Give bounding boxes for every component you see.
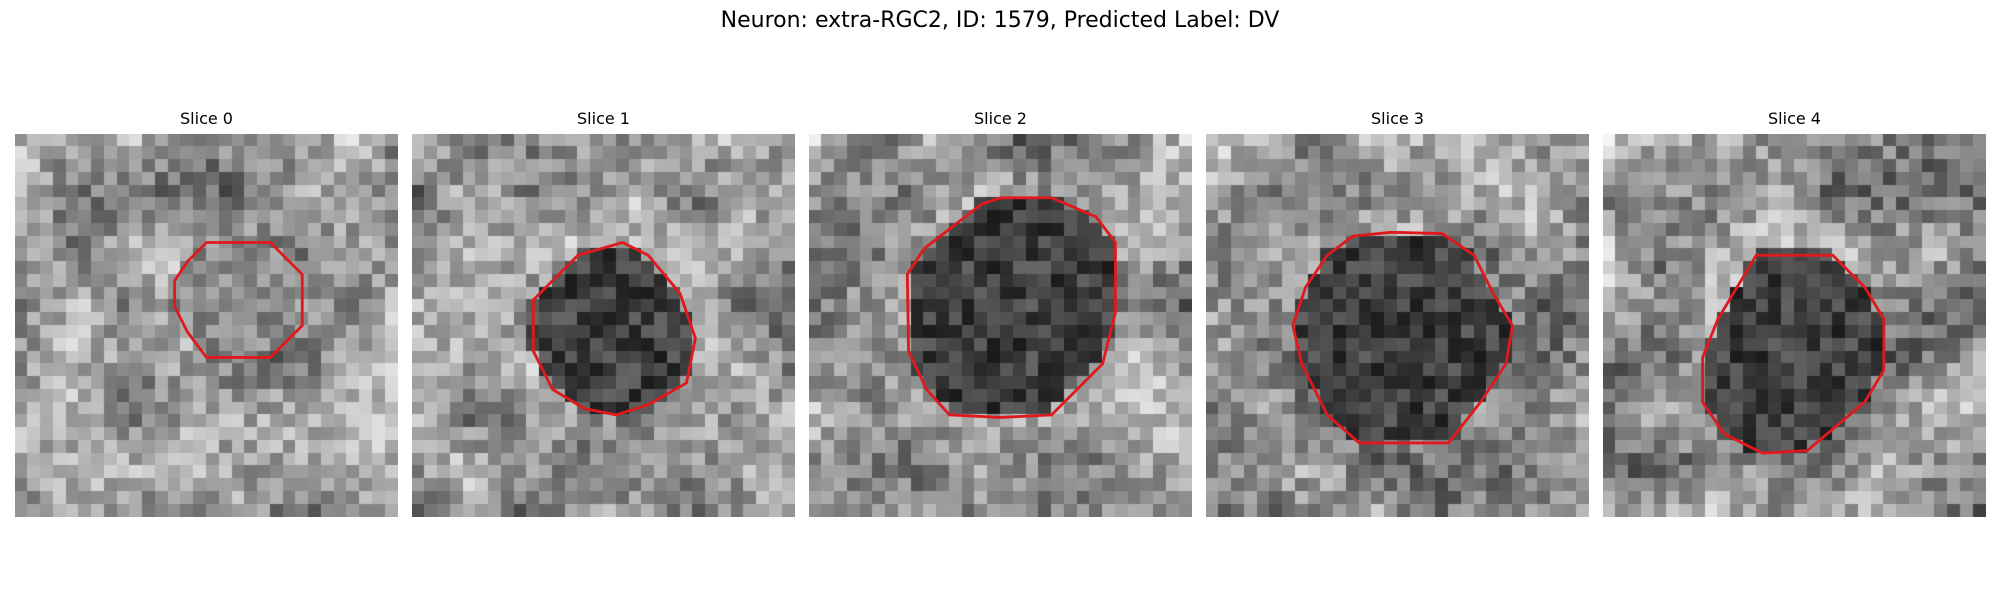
slice-title: Slice 2	[974, 109, 1027, 128]
grayscale-image	[15, 134, 398, 517]
grayscale-image	[1206, 134, 1589, 517]
contour-overlay	[905, 196, 1117, 419]
slice-panel-4: Slice 4	[1603, 108, 1986, 517]
slice-title: Slice 3	[1371, 109, 1424, 128]
cell-contour	[1291, 230, 1514, 445]
grayscale-image	[412, 134, 795, 517]
slice-panel-2: Slice 2	[809, 108, 1192, 517]
slice-panel-3: Slice 3	[1206, 108, 1589, 517]
slice-title: Slice 0	[180, 109, 233, 128]
contour-overlay	[173, 241, 304, 359]
contour-overlay	[1701, 253, 1886, 455]
cell-contour	[531, 241, 697, 417]
cell-contour	[1701, 253, 1886, 455]
grayscale-image	[1603, 134, 1986, 517]
contour-overlay	[531, 241, 697, 417]
slice-title: Slice 4	[1768, 109, 1821, 128]
slice-panel-1: Slice 1	[412, 108, 795, 517]
slice-title: Slice 1	[577, 109, 630, 128]
slice-panel-0: Slice 0	[15, 108, 398, 517]
contour-overlay	[1291, 230, 1514, 445]
cell-contour	[173, 241, 304, 359]
figure-title: Neuron: extra-RGC2, ID: 1579, Predicted …	[720, 8, 1280, 33]
cell-contour	[905, 196, 1117, 419]
